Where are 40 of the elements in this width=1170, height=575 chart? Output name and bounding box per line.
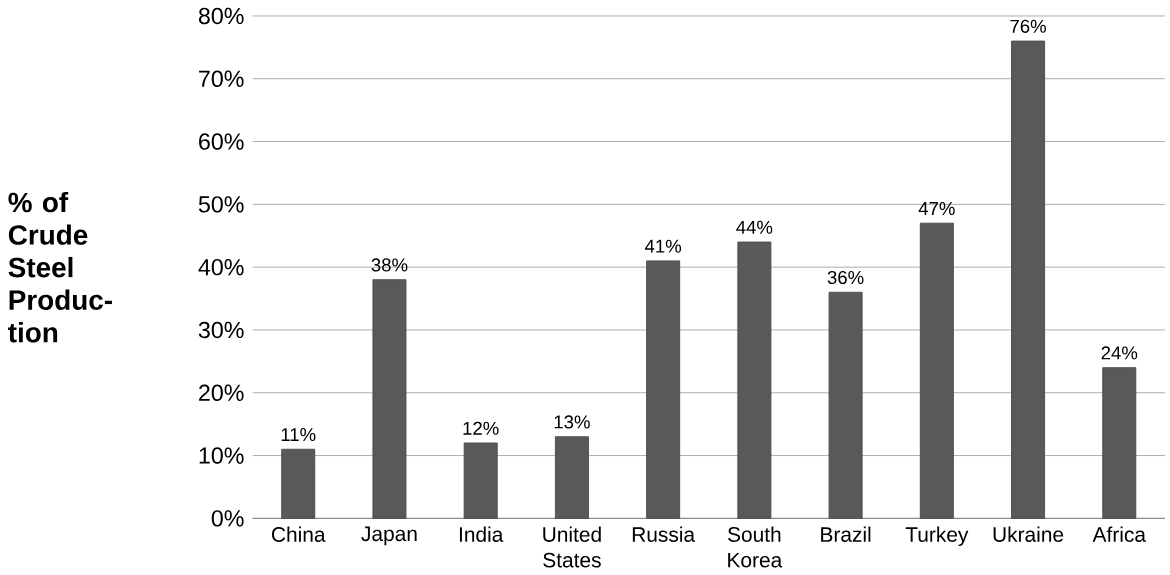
- y-tick-label: 50%: [198, 196, 244, 213]
- y-tick-label: 0%: [211, 510, 244, 527]
- bar: [1011, 40, 1046, 519]
- x-tick-label: China: [271, 526, 326, 542]
- x-tick-label: Japan: [361, 526, 417, 546]
- data-label: 24%: [1101, 346, 1138, 360]
- y-tick-label: 70%: [199, 70, 244, 87]
- data-label: 13%: [554, 415, 590, 429]
- x-tick-label: Brazil: [821, 526, 871, 542]
- bar: [828, 291, 863, 519]
- data-label: 76%: [1010, 19, 1046, 33]
- bar: [372, 279, 407, 519]
- x-tick-label: Ukraine: [993, 526, 1064, 542]
- data-label: 47%: [918, 201, 955, 215]
- y-tick-label: 30%: [198, 321, 244, 339]
- data-label: 36%: [827, 270, 864, 284]
- bar: [737, 241, 772, 519]
- x-tick-label: India: [459, 526, 504, 542]
- data-label: 41%: [644, 239, 682, 253]
- data-label: 12%: [463, 421, 499, 435]
- bar: [919, 222, 954, 519]
- x-tick-label: Africa: [1092, 526, 1146, 542]
- y-tick-label: 60%: [199, 133, 244, 150]
- data-label: 38%: [371, 258, 408, 272]
- x-tick-label: Turkey: [905, 526, 969, 546]
- data-label: 44%: [736, 220, 773, 234]
- bar: [463, 442, 498, 519]
- x-tick-label: Russia: [632, 526, 696, 542]
- data-label: 11%: [281, 427, 316, 441]
- y-tick-label: 40%: [198, 258, 244, 276]
- y-tick-label: 10%: [199, 447, 244, 464]
- x-tick-label: South Korea: [727, 526, 783, 568]
- y-tick-label: 80%: [198, 7, 244, 25]
- bar: [281, 448, 316, 519]
- x-tick-label: United States: [543, 526, 601, 568]
- bar: [646, 260, 681, 519]
- y-tick-label: 20%: [199, 384, 244, 401]
- bar: [554, 436, 589, 519]
- y-axis-title: % of Crude Steel Produc-tion: [8, 191, 112, 343]
- bar: [1102, 367, 1137, 519]
